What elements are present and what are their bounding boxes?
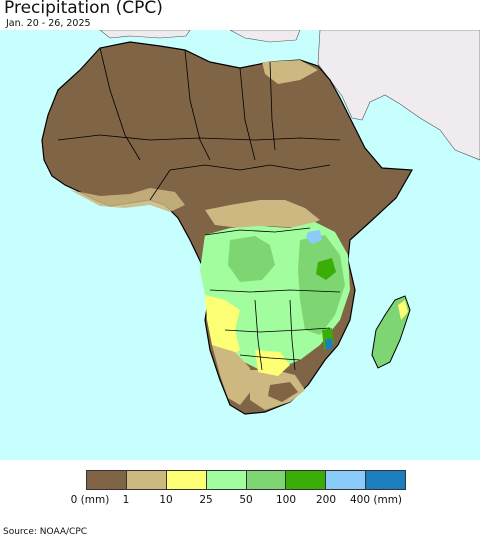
east-africa-darkgreen — [298, 235, 345, 335]
precipitation-legend-bar — [86, 470, 406, 490]
legend-swatch-1 — [126, 471, 167, 489]
legend-tick-3: 25 — [199, 494, 213, 506]
legend-swatch-0 — [87, 471, 127, 489]
sahel-tan — [70, 188, 185, 212]
europe-land-east — [229, 30, 301, 43]
south-dry-patch — [268, 382, 298, 402]
source-credit: Source: NOAA/CPC — [3, 527, 88, 537]
legend-swatch-4 — [246, 471, 287, 489]
middle-east-land — [317, 30, 480, 161]
map-date-range: Jan. 20 - 26, 2025 — [6, 18, 91, 29]
legend-tick-1: 1 — [122, 494, 130, 506]
namibia-tan — [212, 345, 252, 405]
egypt-tan — [262, 60, 318, 84]
legend-swatch-7 — [366, 471, 405, 489]
europe-land-west — [99, 30, 191, 39]
legend-tick-2: 10 — [159, 494, 173, 506]
legend-swatch-3 — [206, 471, 247, 489]
botswana-yellow — [255, 350, 290, 376]
legend-tick-7: 400 (mm) — [349, 494, 403, 506]
madagascar-coast-yellow — [398, 300, 408, 320]
map-title: Precipitation (CPC) — [4, 0, 163, 18]
country-borders — [57, 47, 341, 371]
legend-swatch-5 — [286, 471, 327, 489]
legend-tick-4: 50 — [239, 494, 253, 506]
legend-swatch-2 — [166, 471, 207, 489]
mozambique-blue — [325, 338, 333, 350]
tanzania-heavy — [316, 258, 336, 280]
legend-tick-0: 0 (mm) — [70, 494, 110, 506]
central-africa-darkgreen — [228, 236, 275, 282]
congo-tan — [205, 200, 320, 228]
lake-victoria — [306, 230, 322, 244]
legend-swatch-6 — [326, 471, 367, 489]
legend-tick-5: 100 — [275, 494, 297, 506]
angola-yellow — [205, 295, 240, 360]
legend-tick-6: 200 — [315, 494, 337, 506]
precipitation-map — [0, 30, 480, 460]
